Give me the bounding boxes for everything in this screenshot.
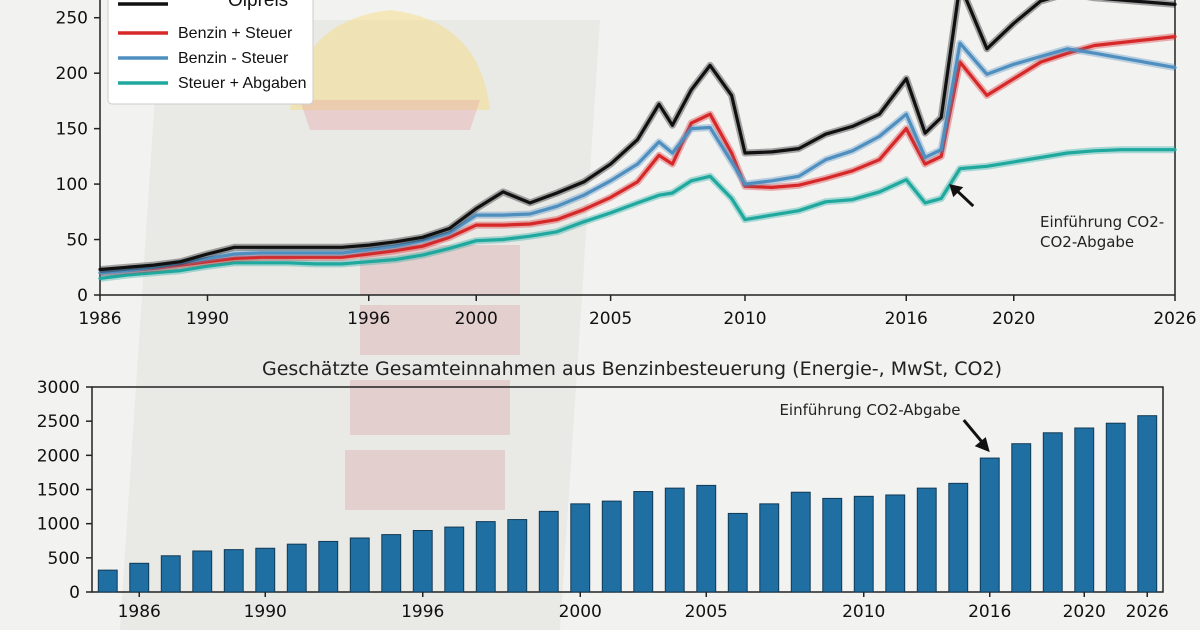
price-display-3 [350,380,510,435]
x-tick-label: 1986 [118,602,161,622]
y-tick-label: 1000 [37,515,80,535]
x-tick-label: 2010 [723,309,766,329]
x-tick-label: 2005 [589,309,632,329]
legend-label-oil: Ölpreis [228,0,288,11]
bar [412,530,433,593]
bar [444,526,465,593]
bar [696,484,717,593]
x-tick-label: 2010 [842,602,885,622]
y-tick-label: 500 [48,549,80,569]
bar [601,500,622,593]
y-tick-label: 1500 [37,481,80,501]
legend: Ölpreis Benzin + Steuer Benzin - Steuer … [107,0,314,105]
bar [286,543,307,593]
y-tick-label: 2000 [37,446,80,466]
bar [223,549,244,593]
plot-frame [91,386,1164,593]
x-tick-label: 2020 [1063,602,1106,622]
legend-box [107,0,314,105]
y-tick-label: 150 [56,120,88,140]
y-tick-label: 100 [56,175,88,195]
bar [255,547,276,593]
series-line-0 [98,0,1177,272]
annotation-arrow-shaft [962,419,985,446]
annotation-text: Einführung CO2-Abgabe [779,401,960,419]
bar [633,491,654,593]
bar [349,537,370,593]
price-display-2 [360,305,520,355]
bar [916,487,937,593]
annotation-arrow-head [949,184,964,198]
bar [1011,443,1032,593]
bar [885,494,906,593]
annotation-co2-top: Einführung CO2- CO2-Abgabe [949,184,1164,251]
y-tick-label: 0 [69,583,80,603]
series-line-3 [98,148,1177,280]
annotation-co2-bottom: Einführung CO2-Abgabe [779,401,990,453]
bar [1074,427,1095,593]
x-tick-label: 2000 [559,602,602,622]
bar [160,555,181,593]
bar [664,487,685,593]
bar [759,503,780,593]
bar [727,512,748,593]
shell-logo-band [300,100,480,130]
bar [192,550,213,593]
y-tick-label: 2500 [37,412,80,432]
series-line-2 [98,41,1177,275]
bar [1137,415,1158,593]
annotation-text-line-1: Einführung CO2- [1040,213,1164,231]
bar [822,497,843,593]
bar [475,521,496,593]
bar [129,562,150,593]
gas-station-sign [120,20,600,630]
x-tick-label: 2016 [968,602,1011,622]
y-tick-label: 250 [56,9,88,29]
bar [570,503,591,593]
y-tick-label: 50 [66,231,88,251]
tax-revenue-bar-chart: Geschätzte Gesamteinnahmen aus Benzinbes… [37,358,1169,622]
x-tick-label: 2026 [1153,309,1196,329]
x-tick-label: 1996 [347,309,390,329]
bar [538,510,559,593]
bar [318,540,339,593]
legend-label-steuer: Steuer + Abgaben [178,75,307,92]
y-tick-label: 0 [77,286,88,306]
bar [948,482,969,593]
y-tick-label: 200 [56,64,88,84]
price-display-4 [345,450,505,510]
oil-price-line-chart: 0 50 100 150 200 250 1986 1990 1996 2000 2005 2010 2… [56,0,1197,329]
bar [1105,422,1126,593]
bar [507,519,528,593]
bar [381,534,402,593]
legend-label-benzin-plus: Benzin + Steuer [178,25,293,42]
x-tick-label: 1996 [401,602,444,622]
legend-label-benzin-minus: Benzin - Steuer [178,50,289,67]
bar-chart-title: Geschätzte Gesamteinnahmen aus Benzinbes… [262,358,1002,380]
y-tick-label: 3000 [37,378,80,398]
x-tick-label: 2000 [455,309,498,329]
bar [1042,432,1063,593]
x-tick-label: 2020 [992,309,1035,329]
x-tick-label: 2016 [885,309,928,329]
x-tick-label: 1990 [244,602,287,622]
x-tick-label: 2005 [685,602,728,622]
bar [790,491,811,593]
bar [853,495,874,593]
x-tick-label: 2026 [1126,602,1169,622]
bar [97,569,118,593]
x-tick-label: 1990 [186,309,229,329]
x-tick-label: 1986 [78,309,121,329]
bar [979,457,1000,593]
shell-logo [290,10,490,110]
annotation-arrow-head [974,437,990,453]
annotation-text-line-2: CO2-Abgabe [1040,233,1134,251]
